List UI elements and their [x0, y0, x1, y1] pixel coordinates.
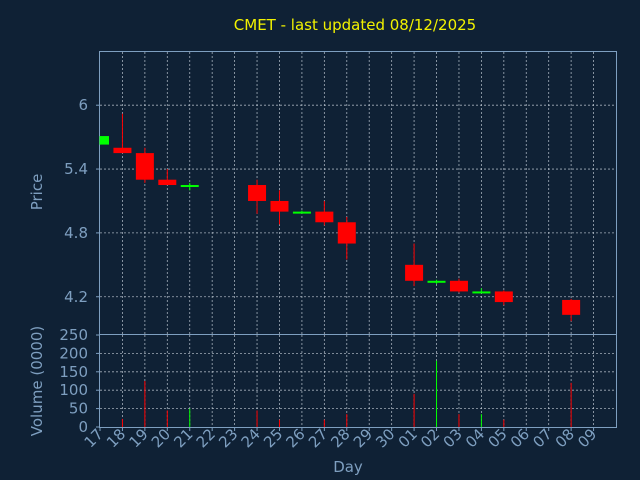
volume-tick-label: 250 — [59, 326, 88, 344]
volume-panel-frame — [99, 334, 617, 428]
candle-body — [449, 280, 468, 292]
candle-body — [158, 179, 177, 186]
price-tick-label: 5.4 — [64, 160, 88, 178]
price-axis-label: Price — [28, 174, 46, 211]
candles — [99, 113, 581, 322]
volume-tick-label: 0 — [78, 418, 88, 436]
candle-body — [180, 185, 199, 188]
candle-body — [405, 264, 424, 281]
x-ticks: 1718192021222324252627282930010203040506… — [81, 425, 601, 451]
candle-body — [315, 211, 334, 223]
volume-tick-label: 50 — [69, 400, 88, 418]
candle-body — [494, 291, 513, 303]
candle-body — [113, 147, 132, 154]
candle-body — [472, 291, 491, 294]
price-tick-label: 6 — [78, 96, 88, 114]
volume-tick-label: 100 — [59, 381, 88, 399]
price-ticks: 4.2 4.8 5.4 6 — [64, 96, 100, 306]
volume-tick-label: 200 — [59, 344, 88, 362]
candle-body — [427, 280, 446, 283]
volume-axis-label: Volume (0000) — [28, 326, 46, 436]
candle-body — [337, 222, 356, 244]
candle-body — [248, 185, 267, 201]
candle-body — [100, 136, 109, 145]
candle-body — [562, 299, 581, 315]
candle-body — [270, 200, 289, 212]
price-tick-label: 4.2 — [64, 288, 88, 306]
candle-body — [292, 211, 311, 214]
chart-title: CMET - last updated 08/12/2025 — [234, 16, 476, 34]
x-axis-label: Day — [333, 458, 363, 476]
volume-bars — [121, 360, 572, 427]
price-tick-label: 4.8 — [64, 224, 88, 242]
volume-tick-label: 150 — [59, 363, 88, 381]
candle-body — [135, 153, 154, 180]
